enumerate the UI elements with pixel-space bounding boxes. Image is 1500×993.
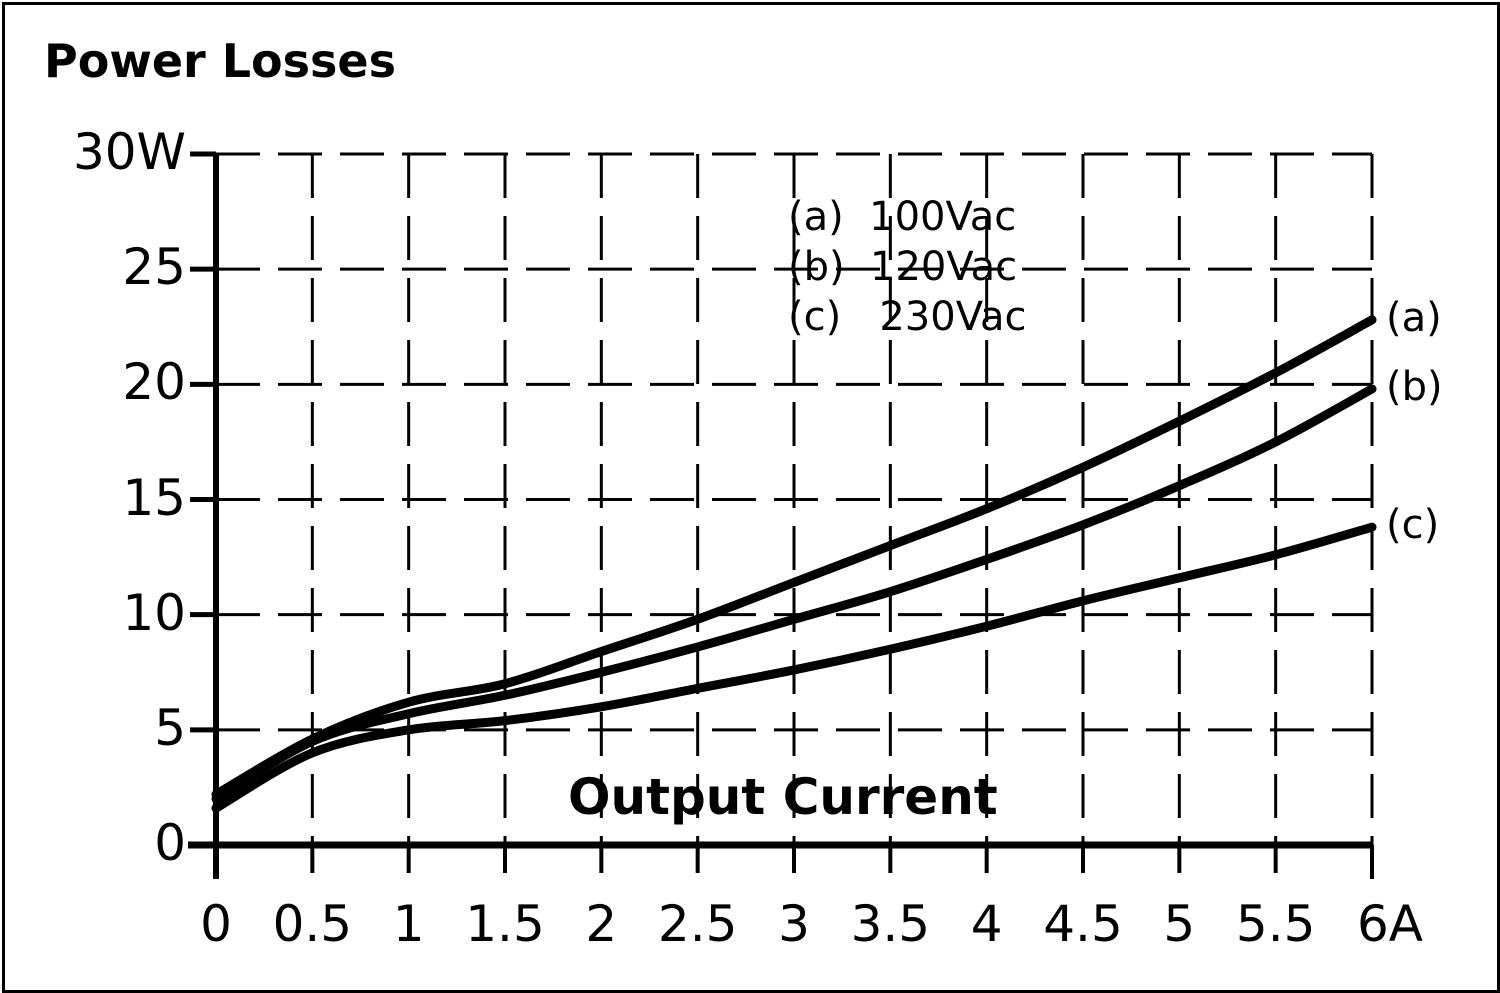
curve-end-label-a: (a) <box>1386 294 1442 341</box>
y-tick-label: 0 <box>154 814 186 872</box>
legend-item-c: (c) 230Vac <box>788 294 1027 340</box>
legend: (a) 100Vac (b) 120Vac (c) 230Vac <box>788 192 1026 342</box>
x-tick-label: 5 <box>1163 895 1196 953</box>
legend-item-a: (a) 100Vac <box>788 194 1017 240</box>
x-tick-label: 0 <box>200 895 232 953</box>
chart-title: Power Losses <box>44 34 396 88</box>
y-tick-label: 20 <box>122 353 186 412</box>
axes <box>188 151 1374 879</box>
curve-end-label-c: (c) <box>1386 502 1440 549</box>
y-tick-label: 15 <box>122 468 186 527</box>
y-tick-label: 10 <box>122 583 186 642</box>
x-axis-label: Output Current <box>568 768 998 826</box>
x-tick-label: 1 <box>392 895 425 953</box>
x-tick-label: 2.5 <box>657 895 738 953</box>
x-tick-label: 6A <box>1356 895 1424 953</box>
x-tick-label: 3.5 <box>850 895 931 953</box>
legend-item-b: (b) 120Vac <box>788 244 1018 290</box>
x-tick-label: 3 <box>778 895 810 953</box>
x-tick-label: 1.5 <box>465 895 545 953</box>
x-tick-label: 0.5 <box>272 895 353 953</box>
curve-a <box>211 315 1377 799</box>
x-tick-label: 4.5 <box>1043 895 1123 953</box>
curve-c <box>211 522 1377 813</box>
x-tick-label: 4 <box>970 895 1003 953</box>
curve-end-label-b: (b) <box>1386 363 1443 410</box>
x-tick-label: 5.5 <box>1235 895 1316 953</box>
y-tick-label: 25 <box>122 238 186 297</box>
data-curves <box>211 315 1377 813</box>
x-tick-label: 2 <box>585 895 618 953</box>
y-tick-label: 30W <box>72 123 186 181</box>
curve-b <box>211 384 1377 804</box>
y-tick-label: 5 <box>154 698 186 757</box>
